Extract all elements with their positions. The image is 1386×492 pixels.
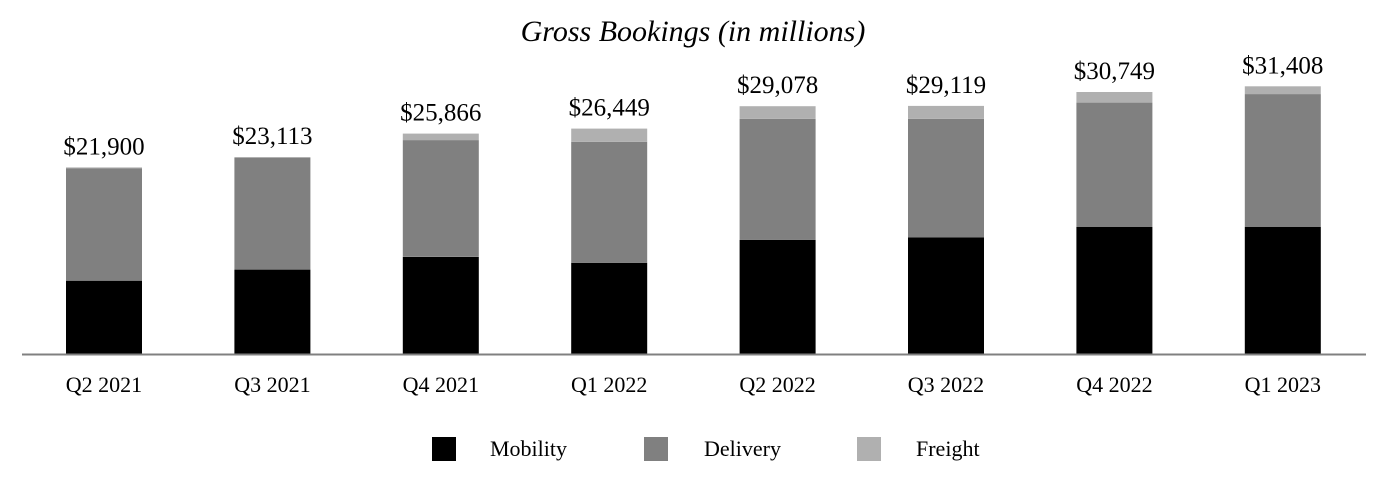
legend-swatch-mobility [432,437,456,461]
bar-delivery-q4-2022 [1076,102,1153,227]
x-tick-label: Q1 2023 [1245,372,1321,397]
legend-label-freight: Freight [916,436,980,461]
bar-mobility-q4-2021 [402,256,479,354]
total-label-q3-2021: $23,113 [232,123,312,150]
bar-delivery-q1-2023 [1244,94,1321,227]
x-tick-label: Q4 2022 [1076,372,1152,397]
x-tick-label: Q3 2021 [234,372,310,397]
bar-freight-q3-2021 [234,157,311,158]
bar-freight-q3-2022 [908,105,984,119]
bar-delivery-q3-2021 [234,158,311,270]
x-tick-label: Q3 2022 [908,372,984,397]
x-tick-label: Q1 2022 [571,372,647,397]
bar-freight-q4-2021 [402,133,479,141]
bar-mobility-q3-2021 [234,269,311,354]
bar-delivery-q2-2021 [66,168,142,281]
legend-label-delivery: Delivery [704,436,781,461]
total-label-q1-2022: $26,449 [569,95,650,122]
bar-freight-q1-2023 [1244,86,1321,94]
bar-freight-q1-2022 [571,128,648,142]
legend-label-mobility: Mobility [490,436,567,461]
bar-mobility-q2-2022 [739,239,816,354]
total-label-q1-2023: $31,408 [1242,52,1323,79]
total-label-q4-2021: $25,866 [400,100,481,127]
bar-freight-q2-2021 [66,167,142,169]
x-tick-labels-group: Q2 2021 Q3 2021 Q4 2021 Q1 2022 Q2 2022 Q3 20… [66,372,1321,397]
legend-swatch-delivery [644,437,668,461]
bar-delivery-q2-2022 [739,118,816,240]
bar-delivery-q4-2021 [402,140,479,257]
bar-freight-q2-2022 [739,106,816,119]
x-tick-label: Q2 2022 [739,372,815,397]
total-label-q2-2021: $21,900 [63,133,144,160]
bars-group [66,86,1321,354]
bar-mobility-q4-2022 [1076,227,1153,354]
x-tick-label: Q4 2021 [403,372,479,397]
total-label-q4-2022: $30,749 [1074,58,1155,85]
x-tick-label: Q2 2021 [66,372,142,397]
bar-delivery-q1-2022 [571,141,648,263]
legend-swatch-freight [857,437,881,461]
total-label-q3-2022: $29,119 [906,72,986,99]
bar-freight-q4-2022 [1076,92,1153,103]
bar-mobility-q1-2022 [571,262,648,354]
bar-mobility-q3-2022 [908,237,984,354]
legend: Mobility Delivery Freight [432,436,980,461]
data-labels-group: $21,900 $23,113 $25,866 $26,449 $29,078 $29,1… [63,52,1323,160]
total-label-q2-2022: $29,078 [737,72,818,99]
bar-mobility-q2-2021 [66,280,142,354]
chart-title: Gross Bookings (in millions) [521,15,866,48]
bar-delivery-q3-2022 [908,118,984,238]
bar-mobility-q1-2023 [1244,227,1321,354]
